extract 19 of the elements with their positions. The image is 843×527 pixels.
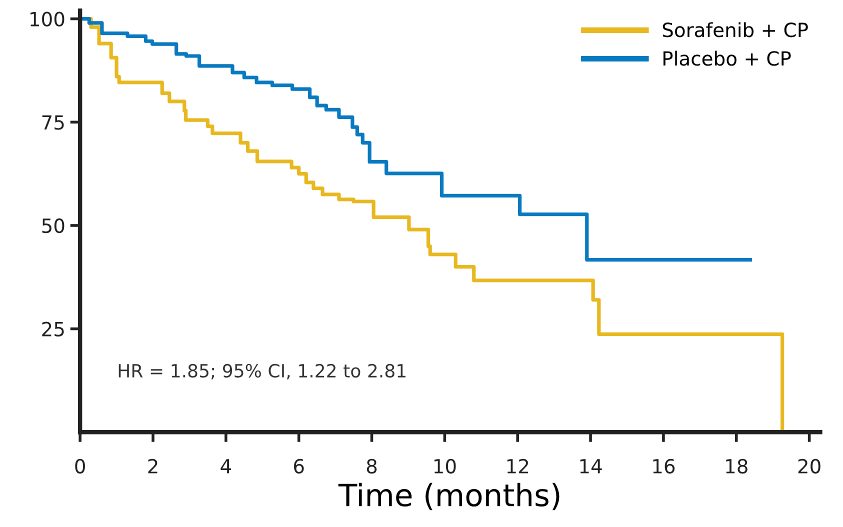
x-tick-label: 8 [366,458,377,474]
x-tick-label: 6 [294,458,304,474]
x-tick-label: 2 [148,458,158,474]
x-tick-label: 4 [220,459,232,474]
x-tick-label: 20 [798,458,820,474]
x-axis-title: Time (months) [338,482,560,510]
legend-label: Placebo + CP [663,50,791,66]
x-tick-label: 18 [726,458,748,474]
x-tick-label: 10 [434,458,456,474]
x-tick-label: 14 [580,459,602,474]
y-tick-label: 100 [30,12,64,26]
annotation: HR = 1.85; 95% CI, 1.22 to 2.81 [118,364,406,380]
legend-label: Sorafenib + CP [662,22,808,38]
y-tick-label: 25 [42,322,64,336]
x-tick-label: 12 [507,458,528,474]
x-tick-label: 16 [653,458,675,474]
y-tick-label: 75 [42,115,64,130]
y-tick-label: 50 [42,218,64,234]
x-tick-label: 0 [75,458,85,474]
